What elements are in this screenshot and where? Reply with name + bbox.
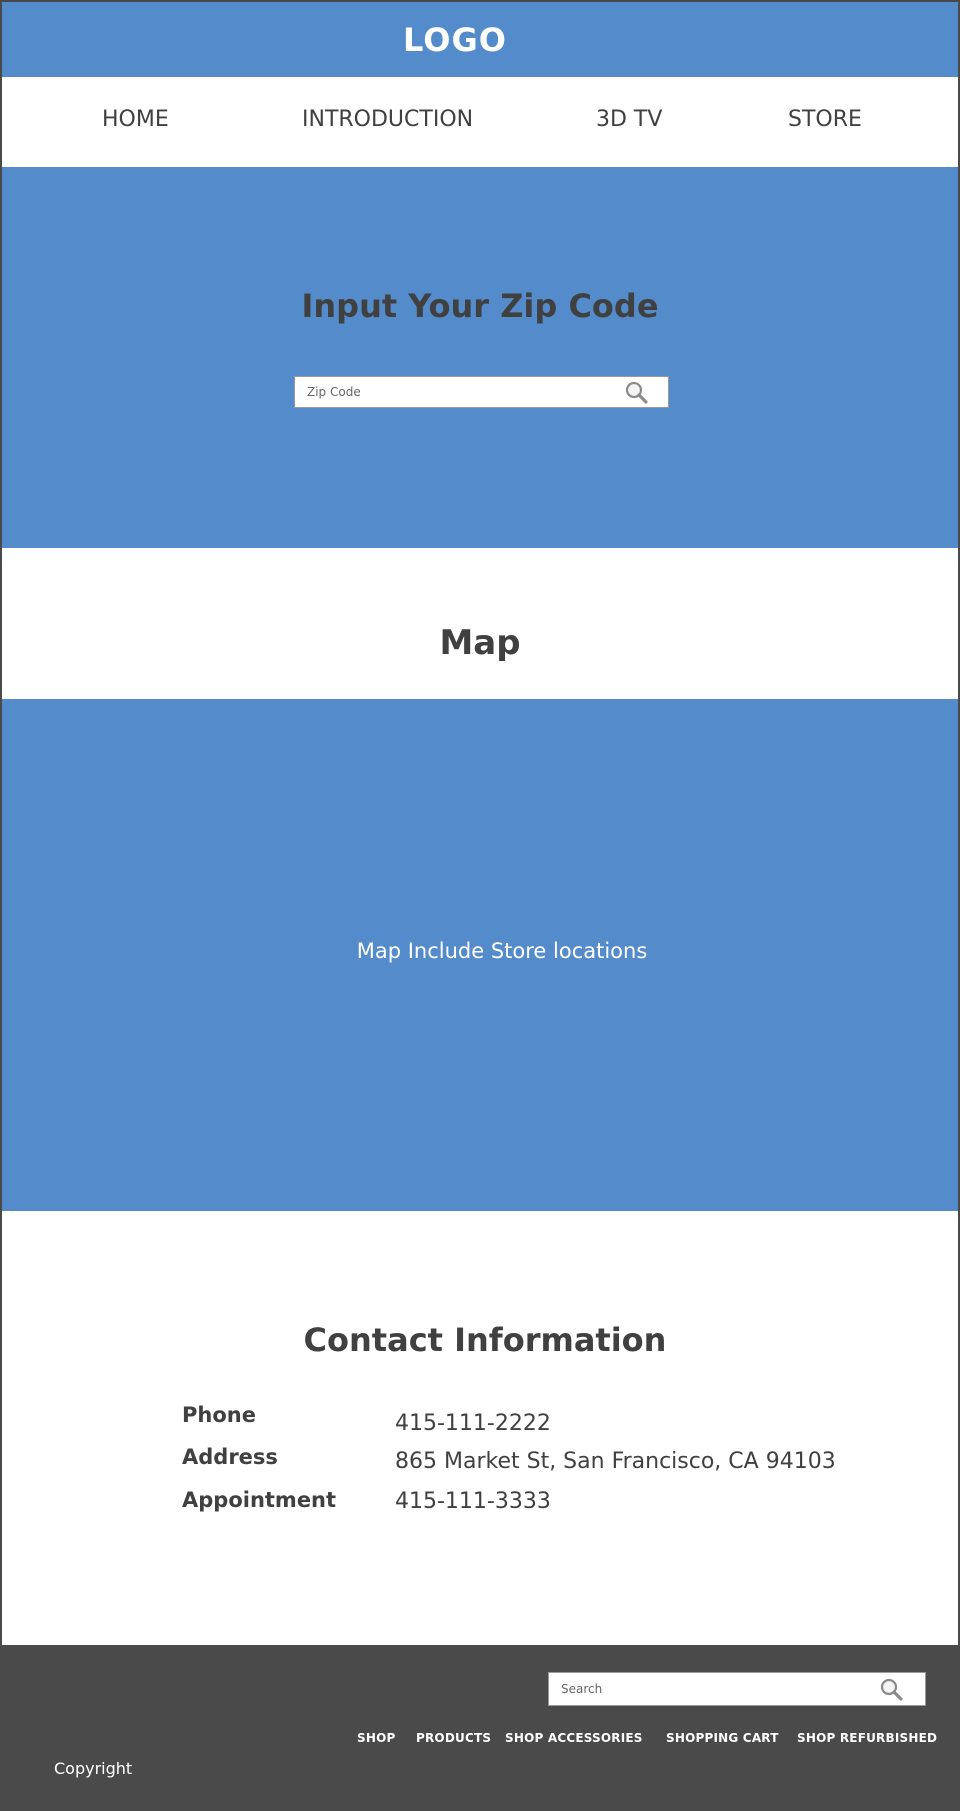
map-header-section: Map <box>2 548 958 699</box>
site-header: LOGO <box>2 2 958 77</box>
contact-value-appointment: 415-111-3333 <box>395 1489 551 1514</box>
map-area[interactable]: Map Include Store locations <box>2 699 958 1211</box>
nav-item-introduction[interactable]: INTRODUCTION <box>302 107 474 132</box>
zip-code-section: Input Your Zip Code <box>2 167 958 548</box>
footer-search-box <box>548 1672 926 1706</box>
zip-code-title: Input Your Zip Code <box>301 287 659 325</box>
search-icon[interactable] <box>624 380 650 406</box>
nav-item-3d-tv[interactable]: 3D TV <box>596 107 663 132</box>
footer-search-input[interactable] <box>549 1673 925 1705</box>
footer-link-shop-accessories[interactable]: SHOP ACCESSORIES <box>505 1731 643 1745</box>
contact-label-appointment: Appointment <box>182 1488 337 1512</box>
nav-item-home[interactable]: HOME <box>102 107 169 132</box>
zip-code-input[interactable] <box>295 377 668 407</box>
footer-link-shopping-cart[interactable]: SHOPPING CART <box>666 1731 779 1745</box>
contact-label-address: Address <box>182 1445 278 1469</box>
nav-item-store[interactable]: STORE <box>788 107 862 132</box>
search-icon[interactable] <box>879 1677 905 1703</box>
footer-link-shop[interactable]: SHOP <box>357 1731 396 1745</box>
contact-value-phone: 415-111-2222 <box>395 1411 551 1436</box>
copyright: Copyright <box>54 1759 133 1778</box>
footer-link-products[interactable]: PRODUCTS <box>416 1731 492 1745</box>
logo[interactable]: LOGO <box>403 20 507 59</box>
map-title: Map <box>439 623 521 663</box>
contact-title: Contact Information <box>303 1321 667 1359</box>
main-nav: HOME INTRODUCTION 3D TV STORE <box>2 77 958 167</box>
site-footer: SHOP PRODUCTS SHOP ACCESSORIES SHOPPING … <box>2 1645 958 1809</box>
footer-link-shop-refurbished[interactable]: SHOP REFURBISHED <box>797 1731 938 1745</box>
contact-label-phone: Phone <box>182 1403 256 1427</box>
contact-section: Contact Information Phone 415-111-2222 A… <box>2 1211 958 1645</box>
zip-code-search-box <box>294 376 669 408</box>
map-caption: Map Include Store locations <box>356 939 648 963</box>
contact-value-address: 865 Market St, San Francisco, CA 94103 <box>395 1449 836 1474</box>
